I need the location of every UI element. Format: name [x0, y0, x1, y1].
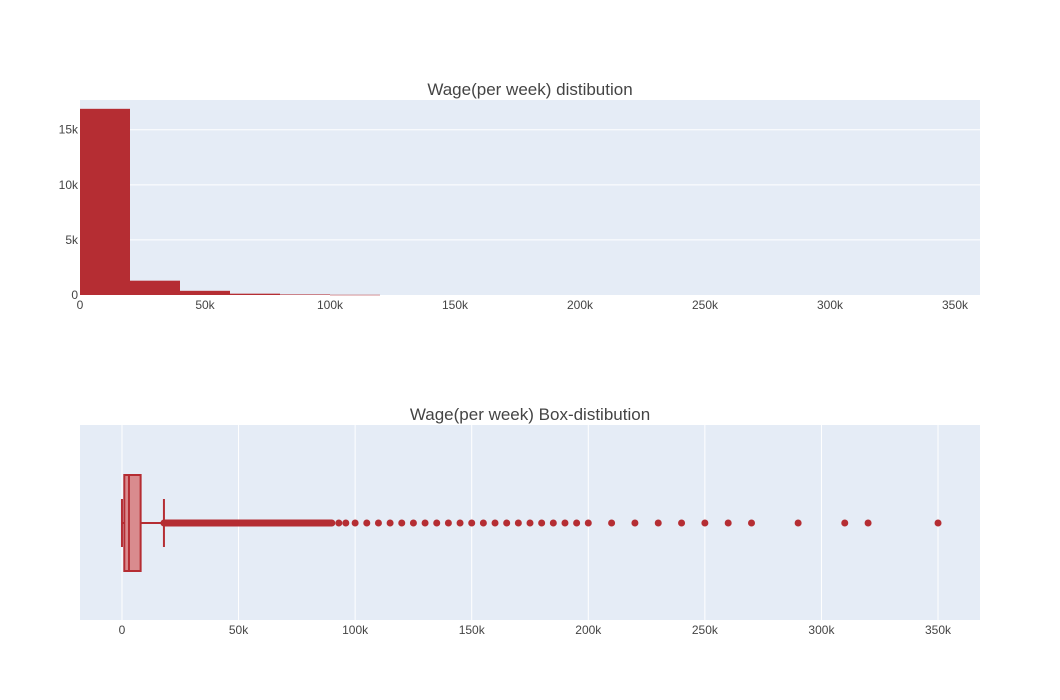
boxplot-outlier-point — [678, 519, 686, 527]
boxplot-outlier-point — [654, 519, 662, 527]
boxplot-outlier-point — [342, 519, 350, 527]
histogram-y-tick-label: 0 — [71, 288, 78, 302]
boxplot-x-tick-label: 200k — [575, 623, 602, 637]
boxplot-outlier-point — [561, 519, 569, 527]
boxplot-outlier-point — [479, 519, 487, 527]
histogram-bar — [130, 280, 180, 295]
boxplot-outlier-point — [549, 519, 557, 527]
boxplot-outlier-point — [584, 519, 592, 527]
boxplot-outlier-point — [934, 519, 942, 527]
boxplot-x-tick-labels: 0 50k 100k 150k 200k 250k 300k 350k — [119, 623, 952, 637]
boxplot-outlier-point — [864, 519, 872, 527]
histogram-bar — [330, 294, 380, 296]
boxplot-outlier-point — [468, 519, 476, 527]
boxplot-outlier-point — [409, 519, 417, 527]
boxplot-outlier-point — [386, 519, 394, 527]
histogram-plot-area — [80, 100, 980, 295]
histogram-y-tick-label: 10k — [59, 178, 79, 192]
boxplot-outlier-point — [701, 519, 709, 527]
boxplot-title: Wage(per week) Box-distibution — [410, 405, 650, 424]
boxplot-outlier-point — [491, 519, 499, 527]
boxplot-panel: 0 50k 100k 150k 200k 250k 300k 350k Wage(per we… — [80, 405, 980, 637]
boxplot-outlier-point — [538, 519, 546, 527]
boxplot-outlier-point — [335, 519, 343, 527]
boxplot-outlier-point — [573, 519, 581, 527]
boxplot-x-tick-label: 250k — [692, 623, 719, 637]
boxplot-x-tick-label: 350k — [925, 623, 952, 637]
boxplot-x-tick-label: 100k — [342, 623, 369, 637]
boxplot-box — [123, 474, 142, 572]
histogram-x-tick-label: 150k — [442, 298, 469, 312]
boxplot-outlier-point — [433, 519, 441, 527]
histogram-bar — [80, 108, 130, 295]
histogram-bar — [280, 294, 330, 295]
boxplot-outlier-point — [351, 519, 359, 527]
histogram-x-tick-label: 350k — [942, 298, 969, 312]
boxplot-outlier-point — [398, 519, 406, 527]
histogram-panel: 0 50k 100k 150k 200k 250k 300k 350k 0 5k 10k 15k W… — [59, 80, 980, 312]
histogram-x-tick-label: 300k — [817, 298, 844, 312]
histogram-x-tick-label: 50k — [195, 298, 215, 312]
boxplot-outlier-point — [608, 519, 616, 527]
histogram-x-tick-label: 250k — [692, 298, 719, 312]
boxplot-x-tick-label: 300k — [808, 623, 835, 637]
histogram-y-tick-label: 15k — [59, 123, 79, 137]
boxplot-outlier-point — [503, 519, 511, 527]
boxplot-x-tick-label: 150k — [459, 623, 486, 637]
boxplot-outlier-point — [456, 519, 464, 527]
boxplot-outlier-point — [841, 519, 849, 527]
histogram-bar — [230, 293, 280, 295]
histogram-bars — [80, 108, 380, 296]
boxplot-outlier-point — [748, 519, 756, 527]
boxplot-outlier-point — [724, 519, 732, 527]
boxplot-outlier-point — [444, 519, 452, 527]
boxplot-outlier-point — [631, 519, 639, 527]
histogram-x-tick-labels: 0 50k 100k 150k 200k 250k 300k 350k — [77, 298, 969, 312]
histogram-x-tick-label: 100k — [317, 298, 344, 312]
boxplot-outlier-point — [526, 519, 534, 527]
boxplot-outlier-point — [421, 519, 429, 527]
histogram-x-tick-label: 0 — [77, 298, 84, 312]
boxplot-outlier-point — [794, 519, 802, 527]
boxplot-x-tick-label: 0 — [119, 623, 126, 637]
histogram-x-tick-label: 200k — [567, 298, 594, 312]
boxplot-outlier-point — [363, 519, 371, 527]
boxplot-marks — [120, 474, 165, 572]
boxplot-outlier-point — [514, 519, 522, 527]
boxplot-outliers — [160, 519, 942, 527]
boxplot-outlier-point — [374, 519, 382, 527]
histogram-title: Wage(per week) distibution — [427, 80, 632, 99]
boxplot-x-tick-label: 50k — [229, 623, 249, 637]
histogram-y-tick-label: 5k — [65, 233, 79, 247]
histogram-bar — [180, 290, 230, 295]
histogram-y-tick-labels: 0 5k 10k 15k — [59, 123, 79, 302]
histogram-gridlines — [80, 129, 980, 241]
